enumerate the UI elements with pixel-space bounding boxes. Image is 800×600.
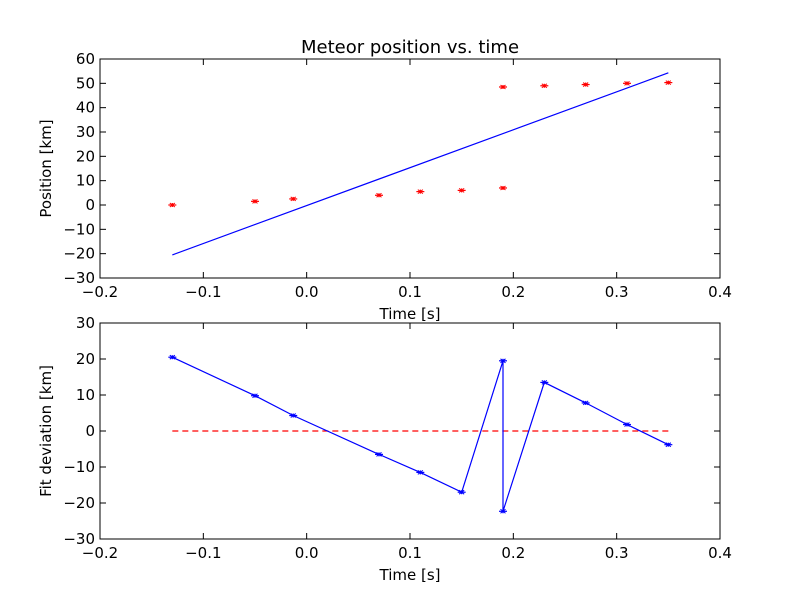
deviation-y-tick-label: −30 [63,530,95,548]
position-data-point [168,202,177,208]
deviation-y-ticks: −30 −20 −10 0 10 20 30 [63,314,720,548]
position-x-tick-label: −0.1 [185,283,221,301]
position-data-point [416,189,425,195]
deviation-data-point [168,354,177,360]
position-x-ticks: −0.2 −0.1 0.0 0.1 0.2 0.3 0.4 [82,59,732,301]
deviation-data-point [375,452,383,457]
deviation-data-point [623,422,631,427]
deviation-x-ticks: −0.2 −0.1 0.0 0.1 0.2 0.3 0.4 [82,323,732,562]
deviation-y-tick-label: 20 [76,350,95,368]
position-plot: Meteor position vs. time −0.2 −0.1 0.0 0.1 0… [37,37,732,323]
deviation-x-tick-label: 0.0 [295,544,319,562]
position-data-point [540,83,549,89]
chart-title: Meteor position vs. time [301,37,519,58]
deviation-x-tick-label: 0.4 [708,544,732,562]
position-y-tick-label: −20 [63,245,95,263]
position-data-point [375,192,383,198]
position-x-tick-label: −0.2 [82,283,118,301]
position-data-point [581,82,590,87]
position-x-tick-label: 0.2 [501,283,525,301]
deviation-plot-marks [168,354,673,514]
deviation-x-tick-label: 0.2 [501,544,525,562]
position-y-tick-label: −30 [63,269,95,287]
deviation-y-tick-label: 30 [76,314,95,332]
deviation-line [172,356,669,512]
position-y-axis-label: Position [km] [37,119,55,217]
deviation-data-point [457,489,466,495]
position-y-tick-label: 0 [85,196,95,214]
position-data-point [289,196,298,202]
position-y-tick-label: 20 [76,147,95,165]
deviation-plot: −0.2 −0.1 0.0 0.1 0.2 0.3 0.4 −30 −20 −10 0 10 20 30… [37,314,732,584]
deviation-y-tick-label: −20 [63,494,95,512]
position-x-tick-label: 0.0 [295,283,319,301]
position-data-point [499,185,507,191]
position-data-point [251,198,259,204]
deviation-x-axis-label: Time [s] [379,566,441,584]
deviation-x-tick-label: −0.2 [82,544,118,562]
deviation-data-point [499,358,507,364]
position-y-tick-label: 10 [76,172,95,190]
deviation-data-point [664,442,673,448]
fit-line [172,72,669,256]
position-y-tick-label: 30 [76,123,95,141]
position-data-point [623,80,631,86]
deviation-x-tick-label: 0.1 [398,544,422,562]
position-data-point [499,84,507,90]
deviation-data-point [251,393,259,399]
position-data-point [664,80,673,85]
deviation-data-point [289,413,298,418]
deviation-x-tick-label: −0.1 [185,544,221,562]
deviation-y-axis-label: Fit deviation [km] [37,365,55,497]
deviation-data-point [581,400,590,406]
deviation-data-point [499,508,507,514]
deviation-data-point [416,470,425,475]
position-y-tick-label: 60 [76,50,95,68]
deviation-y-tick-label: 10 [76,386,95,404]
position-plot-marks [168,72,673,256]
position-y-ticks: −30 −20 −10 0 10 20 30 40 50 60 [63,50,720,287]
position-x-tick-label: 0.4 [708,283,732,301]
position-y-tick-label: 40 [76,99,95,117]
deviation-y-tick-label: 0 [85,422,95,440]
position-y-tick-label: −10 [63,220,95,238]
position-y-tick-label: 50 [76,74,95,92]
deviation-x-tick-label: 0.3 [605,544,629,562]
position-x-tick-label: 0.3 [605,283,629,301]
position-x-tick-label: 0.1 [398,283,422,301]
deviation-y-tick-label: −10 [63,458,95,476]
position-data-point [457,188,466,193]
position-x-axis-label: Time [s] [379,305,441,323]
deviation-data-point [540,380,549,385]
